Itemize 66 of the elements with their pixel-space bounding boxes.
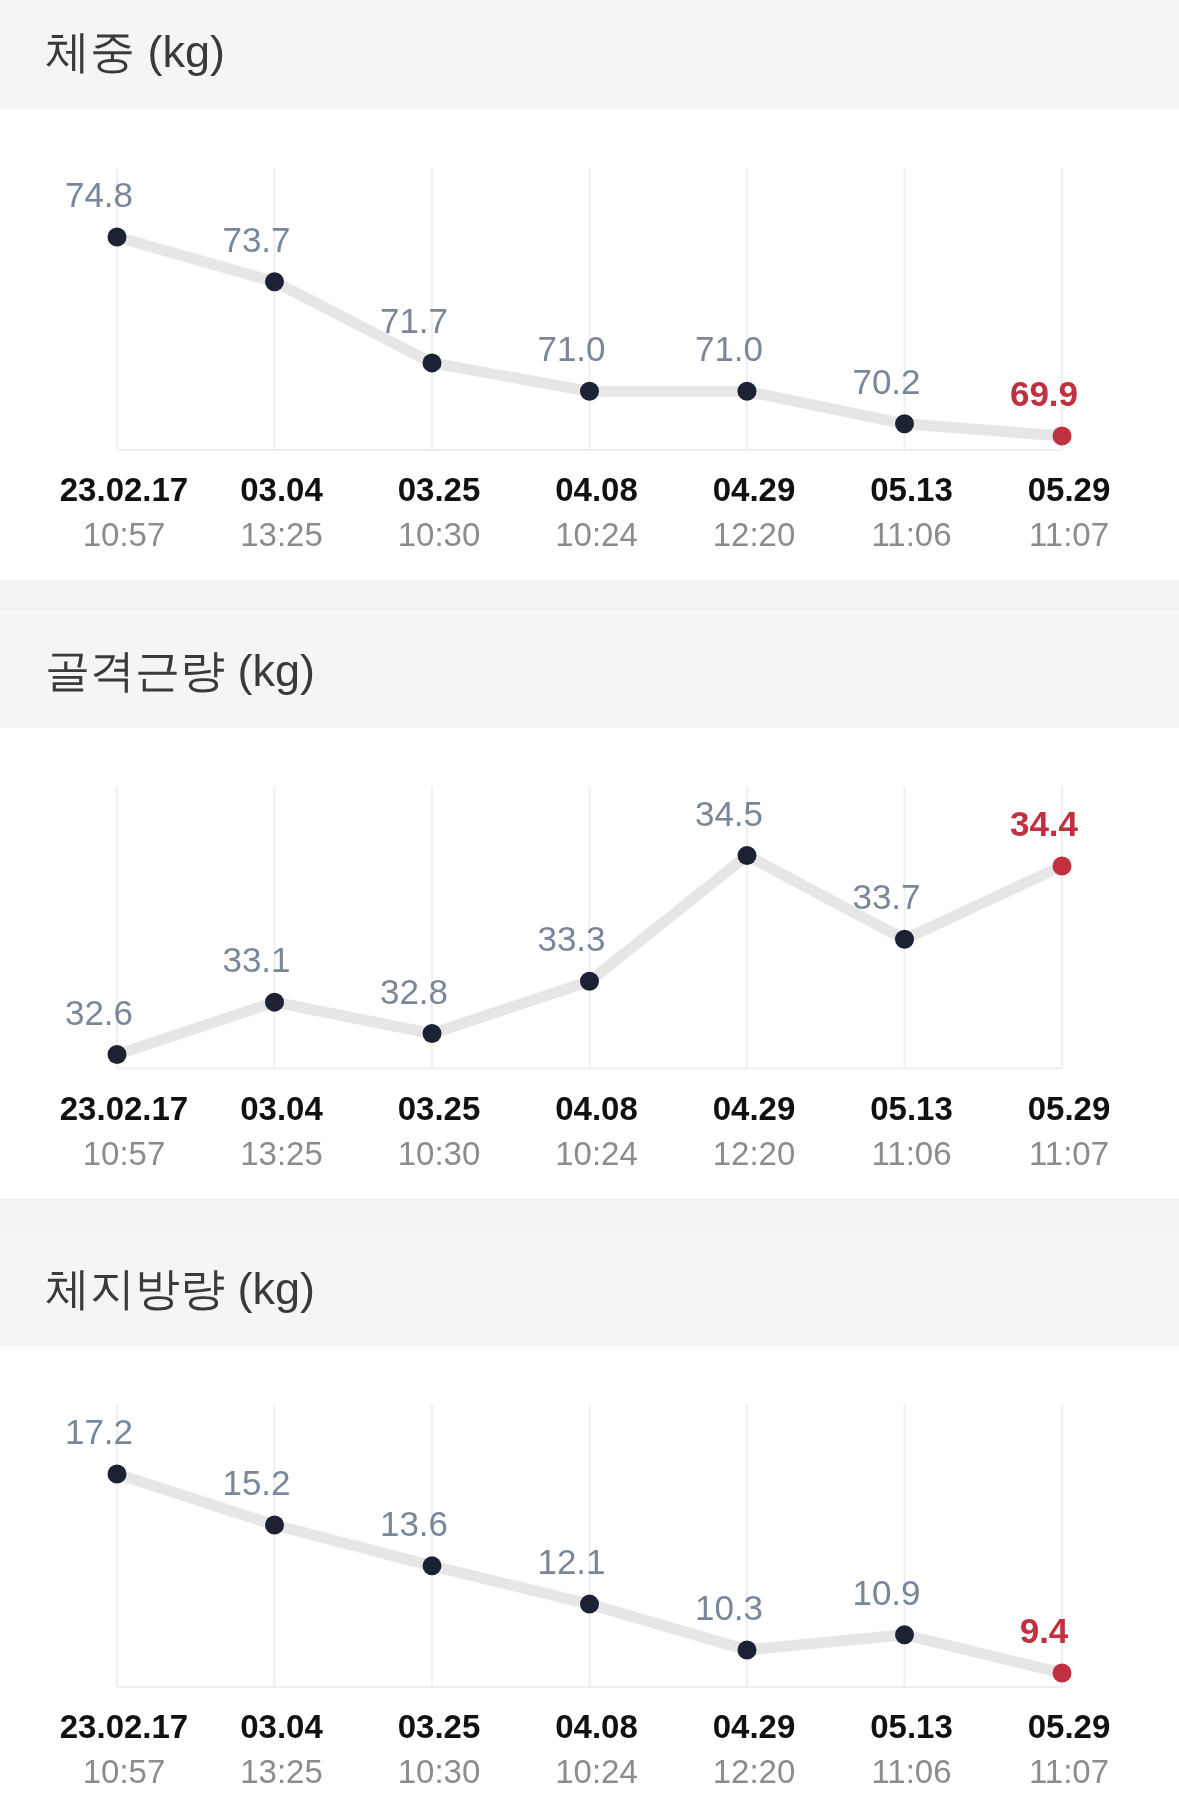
data-label: 9.4 [1019,1611,1069,1650]
data-label: 71.0 [537,329,606,369]
x-tick-label: 05.29 11:07 [1027,1708,1111,1790]
point [737,846,757,865]
x-tick-label: 23.02.17 10:57 [59,471,189,553]
data-label: 71.0 [694,329,764,369]
point [895,929,914,949]
data-label: 33.3 [537,919,606,959]
data-label: 34.4 [1009,803,1079,843]
x-tick-label: 04.29 12:20 [712,1708,796,1790]
point [422,1024,442,1044]
x-tick-label: 05.13 11:06 [870,471,953,553]
data-label: 17.2 [64,1412,134,1451]
point [265,992,284,1012]
x-tick-label: 03.25 10:30 [397,1089,481,1172]
x-tick-label: 05.29 11:07 [1027,471,1111,553]
point [737,1640,757,1660]
x-tick-label: 04.29 12:20 [712,471,796,553]
data-label: 33.1 [222,940,291,980]
x-tick-label: 03.04 13:25 [240,471,324,553]
point [580,971,599,991]
point [107,227,127,247]
point [1052,426,1072,446]
data-label: 12.1 [537,1542,606,1582]
data-label: 34.5 [694,793,764,833]
point [422,353,442,373]
x-tick-label: 05.29 11:07 [1027,1089,1111,1172]
point [895,1625,914,1645]
data-label: 71.7 [379,300,449,340]
data-label: 69.9 [1009,374,1079,413]
x-tick-label: 03.04 13:25 [240,1708,324,1790]
x-tick-label: 23.02.17 10:57 [59,1089,189,1172]
x-tick-label: 23.02.17 10:57 [59,1708,189,1790]
data-label: 33.7 [852,877,921,917]
data-label: 32.6 [64,992,134,1032]
point [580,1594,599,1614]
point [1052,1663,1072,1683]
x-tick-label: 04.08 10:24 [555,1708,638,1790]
point [895,414,914,434]
x-tick-label: 03.25 10:30 [397,471,481,553]
data-label: 15.2 [222,1463,291,1503]
x-tick-label: 04.08 10:24 [555,1089,638,1172]
point [265,1515,284,1535]
x-tick-label: 03.25 10:30 [397,1708,481,1790]
x-tick-label: 04.08 10:24 [555,471,638,553]
point [265,272,284,292]
point [580,381,599,401]
x-tick-label: 05.13 11:06 [870,1089,953,1172]
chart-title: 골격근량 (kg) [45,644,315,696]
point [107,1464,127,1484]
data-label: 74.8 [64,175,134,214]
point [1052,856,1072,876]
point [422,1556,442,1576]
chart-title: 체중 (kg) [45,26,225,77]
data-label: 70.2 [852,361,921,401]
data-label: 13.6 [379,1503,449,1543]
point [737,381,757,401]
point [107,1045,127,1064]
data-label: 10.9 [852,1572,921,1612]
x-tick-label: 03.04 13:25 [240,1089,324,1172]
data-label: 73.7 [222,219,291,259]
data-label: 10.3 [694,1588,764,1628]
data-label: 32.8 [379,971,449,1011]
x-tick-label: 04.29 12:20 [712,1089,796,1172]
chart-title: 체지방량 (kg) [45,1263,315,1314]
x-tick-label: 05.13 11:06 [870,1708,953,1790]
